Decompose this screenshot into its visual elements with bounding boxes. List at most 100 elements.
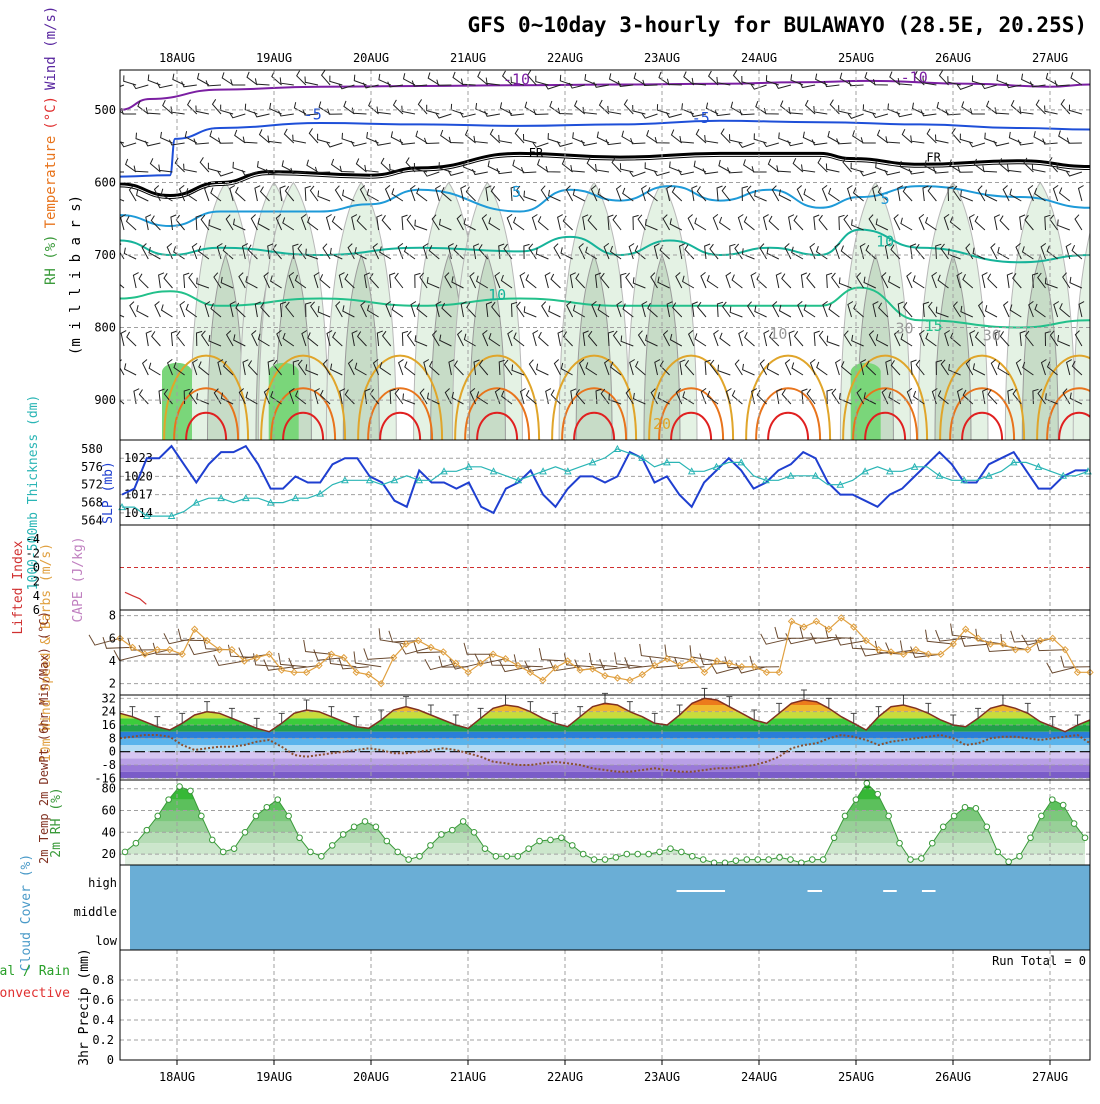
rh-marker: [645, 850, 652, 858]
wind-speed-marker: [253, 653, 261, 662]
temp-axis-title: 2m Temp 2m DewPt (6hr Min/Max) (°C): [37, 611, 51, 864]
wind-barb: [623, 99, 634, 115]
rh-marker: [536, 837, 543, 845]
wind-barb: [574, 659, 606, 671]
wind-barb: [366, 188, 379, 202]
wind-barb: [232, 218, 246, 231]
thickness-slp-panel: 10231020101710145805765725685641000-500m…: [26, 395, 1092, 590]
wind-barb: [267, 359, 274, 376]
wind-barb: [460, 185, 467, 202]
precip-panel: 0.8 0.6 0.4 0.2 0 Run Total = 0 Total / Rain Co…: [0, 948, 1091, 1067]
wind-barb: [906, 388, 913, 405]
wind-speed-marker: [377, 679, 385, 688]
temp-range-bar: [1024, 702, 1031, 714]
warm-isotherm: [260, 354, 347, 440]
rh-marker: [307, 848, 314, 856]
rh-marker: [776, 854, 783, 861]
wind-barb: [414, 335, 428, 347]
wind-barb: [404, 361, 416, 376]
wind-barb: [1019, 214, 1026, 231]
wind-barb: [278, 110, 294, 117]
pressure-tick-label: 700: [94, 248, 116, 262]
warm-isotherm: [852, 387, 919, 440]
wind-barb: [587, 330, 598, 347]
wind-barb: [1070, 72, 1083, 86]
wind-barb: [178, 185, 186, 202]
wind-barb: [344, 389, 355, 405]
wind-barb: [285, 301, 295, 318]
wind-barb: [818, 214, 828, 231]
wind-barb: [1074, 214, 1083, 231]
wind-barb: [639, 643, 668, 660]
wind-barb: [1046, 662, 1078, 674]
wind-barb: [741, 75, 755, 86]
wind-speed-marker: [949, 640, 957, 648]
panel-frame: [119, 609, 1091, 696]
wind-barb: [1062, 272, 1071, 289]
wind-barb: [804, 99, 816, 115]
wind-barb: [687, 330, 695, 347]
wind-barb: [931, 271, 937, 289]
wind-barb: [225, 214, 234, 231]
rh-band: [125, 843, 1085, 855]
wind-barb: [338, 272, 345, 289]
wind-barb: [776, 388, 783, 405]
wind-barb: [694, 217, 707, 231]
li-tick-label: 2: [33, 575, 40, 589]
wind-barb: [158, 164, 173, 173]
wind-barb: [136, 305, 149, 318]
wind-barb: [1053, 301, 1060, 318]
dewpoint-line: [119, 733, 1091, 773]
wind-barb: [706, 390, 719, 405]
wind-barb: [351, 214, 358, 231]
rh-marker: [939, 823, 947, 831]
wind-barb: [950, 332, 961, 347]
wind-barb: [238, 272, 246, 289]
wind-barb: [718, 159, 731, 173]
wind-barb: [246, 71, 258, 86]
wind-barb: [405, 157, 416, 173]
wind-barb: [319, 389, 331, 405]
wind-barb: [669, 218, 683, 231]
temp-range-bar: [925, 702, 932, 714]
thickness-marker: [861, 467, 869, 475]
rh-marker: [830, 834, 838, 842]
wind-barb: [779, 100, 792, 115]
wind-barb: [254, 185, 261, 202]
wind-barb: [925, 217, 937, 231]
slp-tick-label: 1017: [124, 488, 153, 502]
wind-barb: [389, 163, 403, 173]
wind-barb: [846, 185, 853, 202]
wind-barb: [706, 275, 719, 289]
wind-barb: [1037, 272, 1046, 289]
wind-barb: [632, 392, 646, 405]
wind-barb: [120, 198, 125, 202]
wind-barb: [185, 188, 198, 202]
wind-speed-marker: [986, 640, 995, 648]
wind-barb: [972, 363, 986, 376]
wind-barb: [721, 185, 731, 202]
rh-marker: [787, 856, 794, 863]
thickness-marker: [836, 480, 845, 488]
wind-barb: [387, 81, 403, 88]
wind-barb: [653, 243, 660, 260]
wind-barb: [1045, 72, 1058, 86]
thickness-tick-label: 572: [81, 478, 103, 492]
rh-marker: [863, 779, 871, 787]
wind-barb: [658, 71, 670, 86]
wind-barb: [288, 387, 295, 405]
warm-isotherm: [670, 412, 713, 440]
wind-barb: [712, 214, 719, 231]
wind-barb: [234, 186, 246, 202]
wind-barb: [813, 214, 820, 231]
rh-marker: [263, 803, 271, 811]
wind-speed-marker: [439, 648, 448, 656]
wind-barb: [123, 247, 137, 260]
wind-barb: [186, 99, 198, 115]
wind-speed-marker: [190, 625, 199, 633]
wind-barb: [1009, 304, 1022, 318]
wind-barb: [896, 111, 913, 118]
wind-barb: [816, 361, 828, 376]
wind-barb: [359, 185, 367, 202]
wind-barb: [471, 168, 488, 176]
